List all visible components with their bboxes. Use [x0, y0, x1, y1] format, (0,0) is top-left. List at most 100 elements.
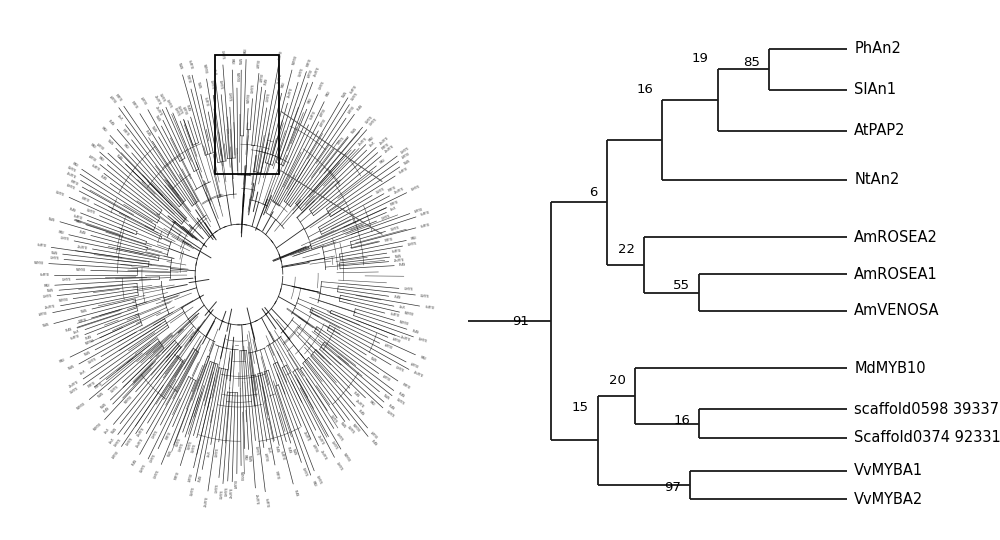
Text: OsMYB: OsMYB	[346, 424, 356, 435]
Text: PhAN: PhAN	[198, 475, 203, 483]
Text: AtMYB: AtMYB	[311, 443, 319, 454]
Text: AtMYB: AtMYB	[108, 95, 117, 105]
Text: NtAN: NtAN	[83, 350, 91, 357]
Text: NtAN: NtAN	[382, 394, 390, 401]
Text: ZmMYB: ZmMYB	[77, 245, 88, 250]
Text: HbMYB: HbMYB	[40, 273, 49, 276]
Text: PtMYB: PtMYB	[274, 470, 280, 480]
Text: AmR: AmR	[398, 305, 406, 310]
Text: VvMYB: VvMYB	[60, 237, 70, 242]
Text: OsMYB: OsMYB	[70, 387, 80, 395]
Text: BvMYB: BvMYB	[173, 106, 180, 117]
Text: ZmMYB: ZmMYB	[153, 94, 162, 105]
Text: VvMYB: VvMYB	[62, 278, 71, 282]
Text: NtAN: NtAN	[80, 308, 88, 314]
Text: PhAN: PhAN	[352, 390, 360, 398]
Text: HbMYB: HbMYB	[91, 163, 101, 172]
Text: HbMYB: HbMYB	[186, 60, 193, 70]
Text: OsMYB: OsMYB	[87, 357, 98, 366]
Text: VvMYB: VvMYB	[151, 429, 160, 439]
Text: NtAN: NtAN	[177, 62, 183, 70]
Text: PhAN: PhAN	[185, 104, 191, 112]
Text: VvMYB: VvMYB	[395, 366, 405, 374]
Text: NtAN: NtAN	[341, 90, 348, 98]
Text: AtMYB: AtMYB	[392, 338, 402, 345]
Text: PhAN: PhAN	[68, 207, 76, 213]
Text: 16: 16	[673, 414, 690, 427]
Text: MdMYB: MdMYB	[239, 471, 243, 482]
Text: ZmMYB: ZmMYB	[287, 87, 294, 98]
Text: NtAN: NtAN	[196, 82, 202, 89]
Text: 91: 91	[512, 315, 529, 328]
Text: VvMYB: VvMYB	[49, 256, 59, 261]
Text: PhAN: PhAN	[393, 295, 401, 300]
Text: AtMYB: AtMYB	[39, 312, 48, 317]
Text: ZmMYB: ZmMYB	[384, 145, 395, 154]
Text: SlAN: SlAN	[368, 400, 375, 407]
Text: BvMYB: BvMYB	[418, 336, 428, 343]
Text: PhAN: PhAN	[85, 334, 93, 341]
Text: NtAN: NtAN	[239, 57, 243, 64]
Text: PhAN: PhAN	[99, 175, 107, 182]
Text: 16: 16	[636, 83, 653, 96]
Text: PhAn2: PhAn2	[854, 42, 901, 57]
Text: AtMYB: AtMYB	[111, 450, 120, 459]
Text: MdMYB: MdMYB	[235, 72, 239, 82]
Text: OsMYB: OsMYB	[395, 397, 405, 406]
Text: AmR: AmR	[74, 329, 81, 335]
Text: BvMYB: BvMYB	[65, 183, 76, 191]
Text: MdMYB: MdMYB	[342, 453, 351, 463]
Text: PtMYB: PtMYB	[165, 431, 172, 441]
Text: MdMYB: MdMYB	[85, 338, 96, 346]
Text: ZmMYB: ZmMYB	[302, 431, 310, 442]
Text: 55: 55	[673, 279, 690, 292]
Text: ZmMYB: ZmMYB	[316, 434, 325, 446]
Text: AtMYB: AtMYB	[87, 154, 97, 163]
Text: AmR: AmR	[266, 447, 271, 454]
Text: BvMYB: BvMYB	[251, 83, 256, 93]
Text: AmR: AmR	[109, 437, 116, 445]
Text: OsMYB: OsMYB	[66, 165, 77, 173]
Text: OsMYB: OsMYB	[110, 384, 120, 394]
Text: NtAN: NtAN	[97, 392, 105, 399]
Text: PhAN: PhAN	[131, 458, 139, 467]
Text: AtPAP2: AtPAP2	[854, 123, 906, 138]
Text: BvMYB: BvMYB	[410, 185, 421, 192]
Text: 22: 22	[618, 244, 635, 256]
Text: NtAN: NtAN	[67, 364, 75, 372]
Text: PhAN: PhAN	[286, 447, 292, 455]
Text: OsMYB: OsMYB	[365, 115, 374, 125]
Text: MdMYB: MdMYB	[291, 54, 298, 65]
Text: BvMYB: BvMYB	[400, 146, 410, 154]
Text: PtMYB: PtMYB	[87, 381, 97, 389]
Text: MdMYB: MdMYB	[202, 63, 208, 74]
Text: OsMYB: OsMYB	[191, 443, 197, 453]
Text: SlAN: SlAN	[311, 480, 317, 487]
Text: ZmMYB: ZmMYB	[393, 187, 405, 195]
Text: AtMYB: AtMYB	[308, 69, 315, 78]
Text: SlAN: SlAN	[57, 231, 64, 235]
Text: 97: 97	[664, 481, 681, 494]
Text: SlAn1: SlAn1	[854, 83, 896, 97]
Text: PtMYB: PtMYB	[69, 179, 79, 186]
Text: AtMYB: AtMYB	[188, 472, 194, 482]
Text: AmR: AmR	[207, 450, 212, 457]
Text: AmR: AmR	[212, 68, 217, 75]
Text: NtAN: NtAN	[154, 114, 161, 122]
Text: HbMYB: HbMYB	[389, 313, 400, 319]
Text: AtMYB: AtMYB	[96, 143, 105, 151]
Text: PtMYB: PtMYB	[185, 75, 191, 84]
Text: VvMYB: VvMYB	[220, 50, 224, 59]
Text: AtMYB: AtMYB	[320, 108, 328, 118]
Text: VvMYB: VvMYB	[369, 118, 378, 127]
Text: PtMYB: PtMYB	[306, 57, 313, 67]
Text: ZmMYB: ZmMYB	[137, 427, 146, 437]
Text: HbMYB: HbMYB	[36, 244, 47, 248]
Text: OsMYB: OsMYB	[220, 489, 225, 499]
Text: SlAN: SlAN	[100, 126, 108, 133]
Text: 15: 15	[571, 401, 588, 414]
Text: MdMYB: MdMYB	[351, 423, 361, 434]
Text: NtAN: NtAN	[350, 127, 358, 134]
Text: PtMYB: PtMYB	[384, 237, 393, 242]
Text: VvMYB: VvMYB	[404, 287, 413, 292]
